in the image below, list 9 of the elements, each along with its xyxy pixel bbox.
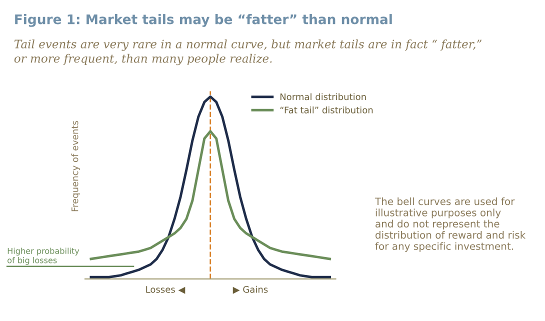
text: Losses ◀ xyxy=(146,286,186,294)
legend-label: Normal distribution xyxy=(280,93,366,100)
legend-label: “Fat tail” distribution xyxy=(280,106,373,114)
chart-subtitle: Tail events are very rare in a normal curve, but market tails are in fact “ fatter,” or more frequent, than many people realize. xyxy=(14,39,482,66)
y-axis-title: Frequency of events xyxy=(71,120,80,212)
text: The bell curves are used for illustrative purposes only and do not represent the distribution of reward and risk for any specific investment. xyxy=(374,197,526,252)
text: Higher probability of big losses xyxy=(8,248,80,265)
chart-title: Figure 1: Market tails may be “fatter” than normal xyxy=(15,14,392,27)
text: ▶ Gains xyxy=(232,286,268,294)
